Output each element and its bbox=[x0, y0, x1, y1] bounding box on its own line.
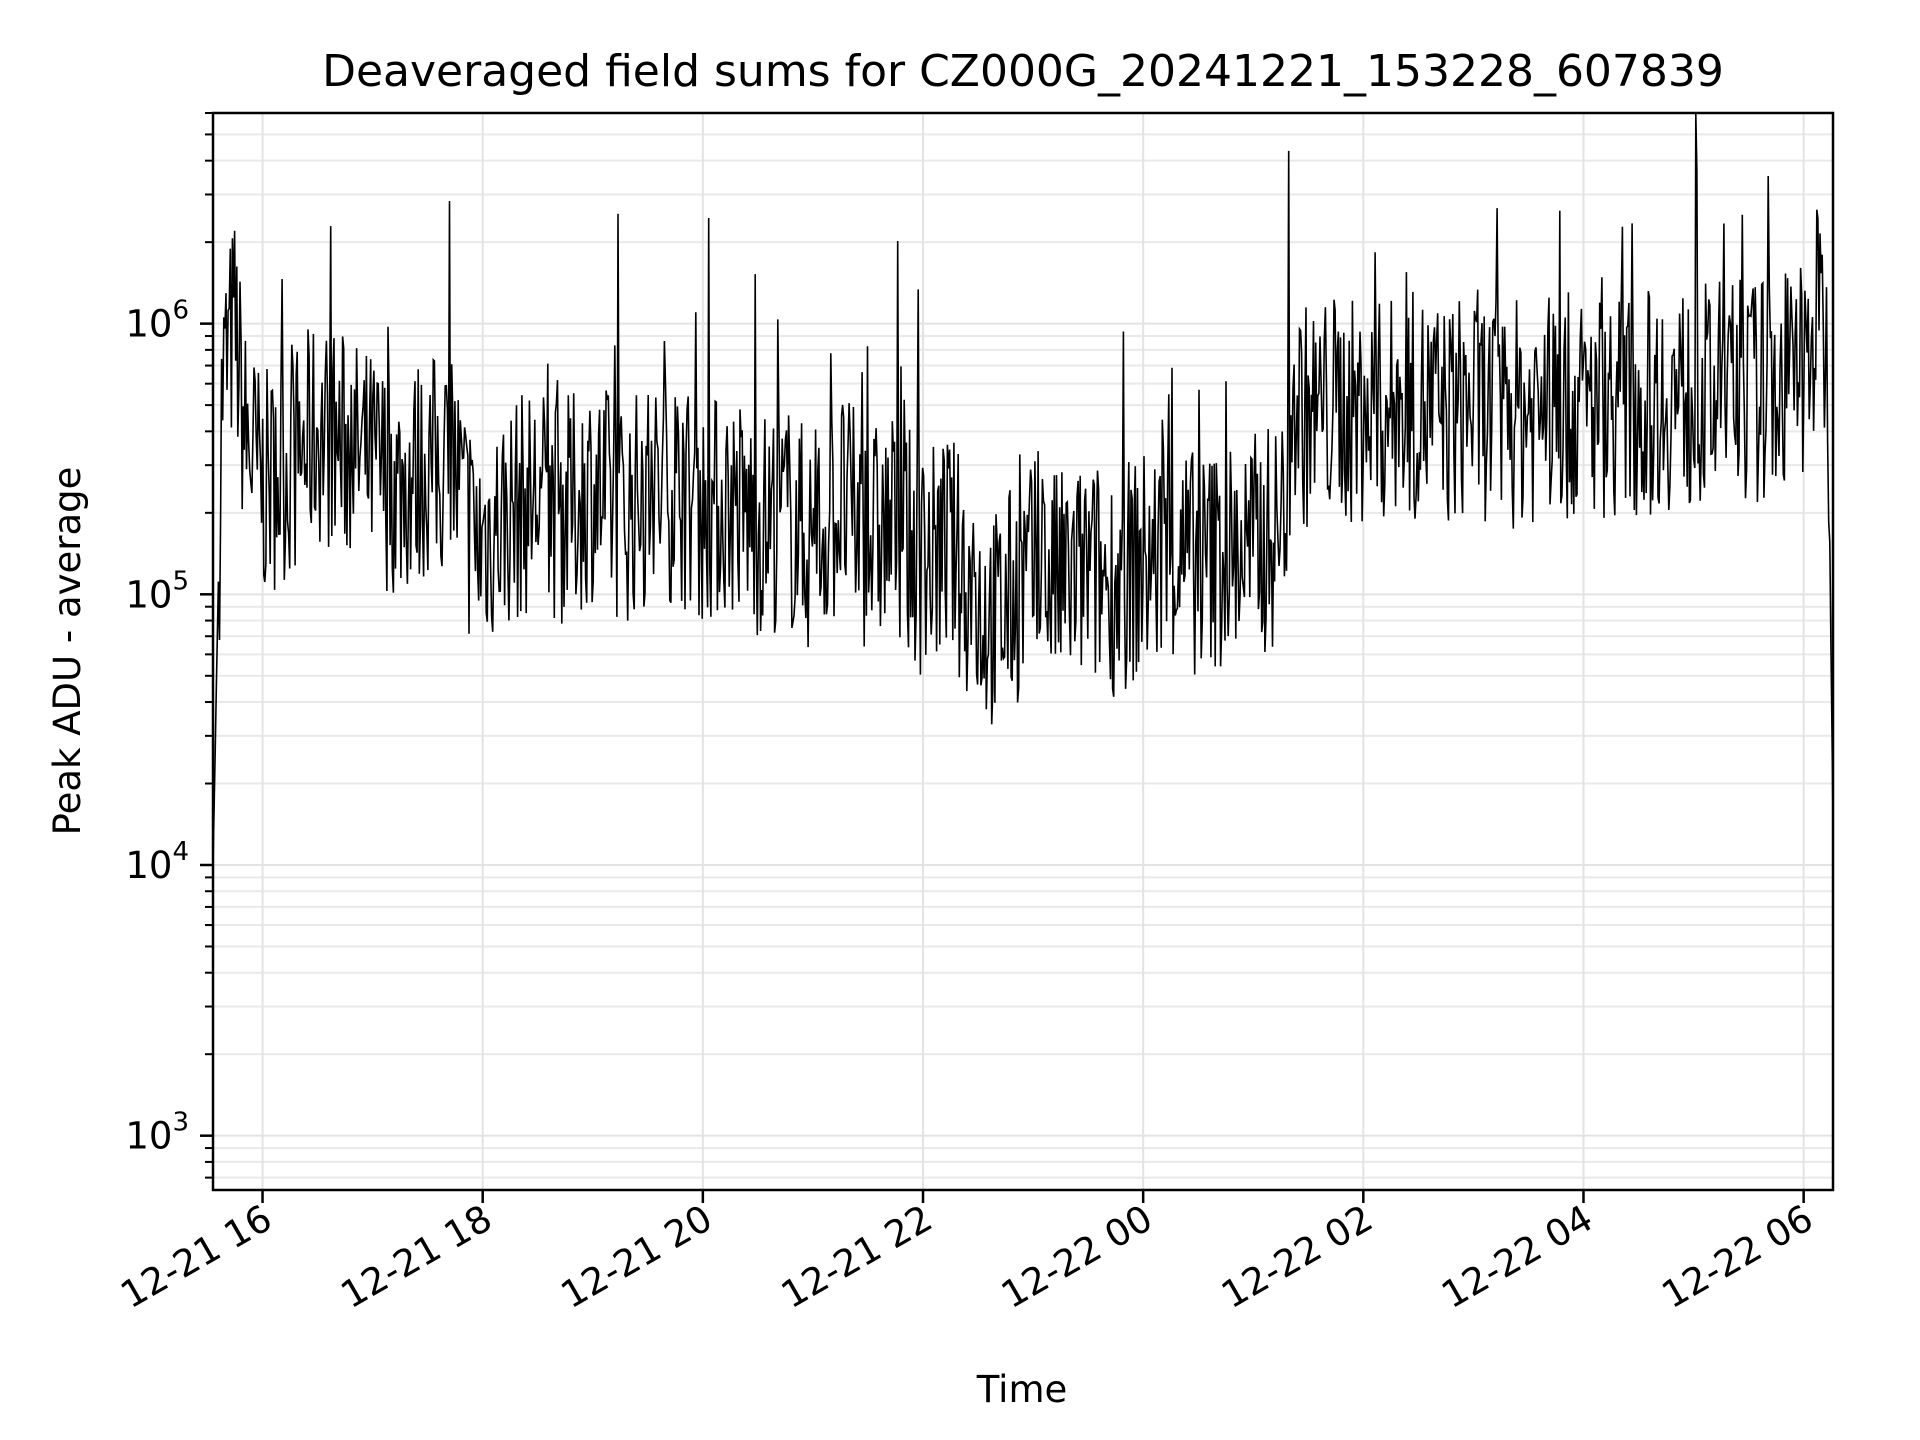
data-line bbox=[212, 112, 1834, 866]
x-axis-label: Time bbox=[976, 1368, 1068, 1411]
y-tick-exponent: 5 bbox=[172, 566, 189, 596]
axes-frame bbox=[211, 111, 1835, 1192]
y-tick-exponent: 4 bbox=[172, 837, 189, 867]
y-tick-exponent: 3 bbox=[172, 1108, 189, 1138]
y-axis-label: Peak ADU - average bbox=[46, 467, 89, 836]
data-line-group bbox=[212, 112, 1834, 866]
y-tick-exponent: 6 bbox=[172, 296, 189, 326]
y-tick-label: 106 bbox=[125, 296, 189, 346]
chart-title: Deaveraged field sums for CZ000G_2024122… bbox=[322, 46, 1724, 97]
major-grid bbox=[213, 113, 1833, 1190]
y-tick-label: 103 bbox=[125, 1108, 189, 1158]
